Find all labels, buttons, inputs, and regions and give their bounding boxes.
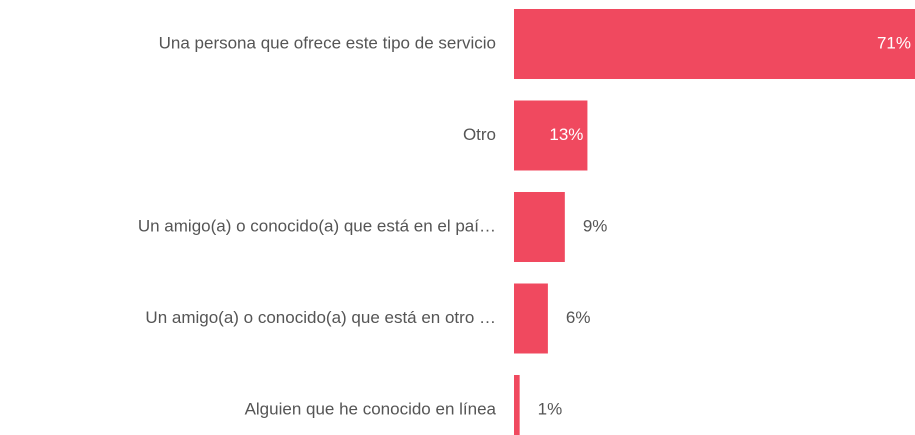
value-label: 9%: [583, 216, 608, 235]
category-label: Una persona que ofrece este tipo de serv…: [159, 33, 496, 52]
value-label: 13%: [549, 125, 583, 144]
value-label: 71%: [877, 33, 911, 52]
bar: [514, 192, 565, 262]
bar: [514, 100, 588, 171]
category-label: Un amigo(a) o conocido(a) que está en el…: [138, 216, 496, 235]
value-label: 6%: [566, 308, 591, 327]
bar: [514, 283, 548, 354]
bar: [514, 375, 520, 435]
bar: [514, 9, 915, 79]
category-label: Otro: [463, 125, 496, 144]
value-label: 1%: [538, 399, 563, 418]
category-label: Alguien que he conocido en línea: [245, 399, 497, 418]
category-label: Un amigo(a) o conocido(a) que está en ot…: [145, 308, 496, 327]
